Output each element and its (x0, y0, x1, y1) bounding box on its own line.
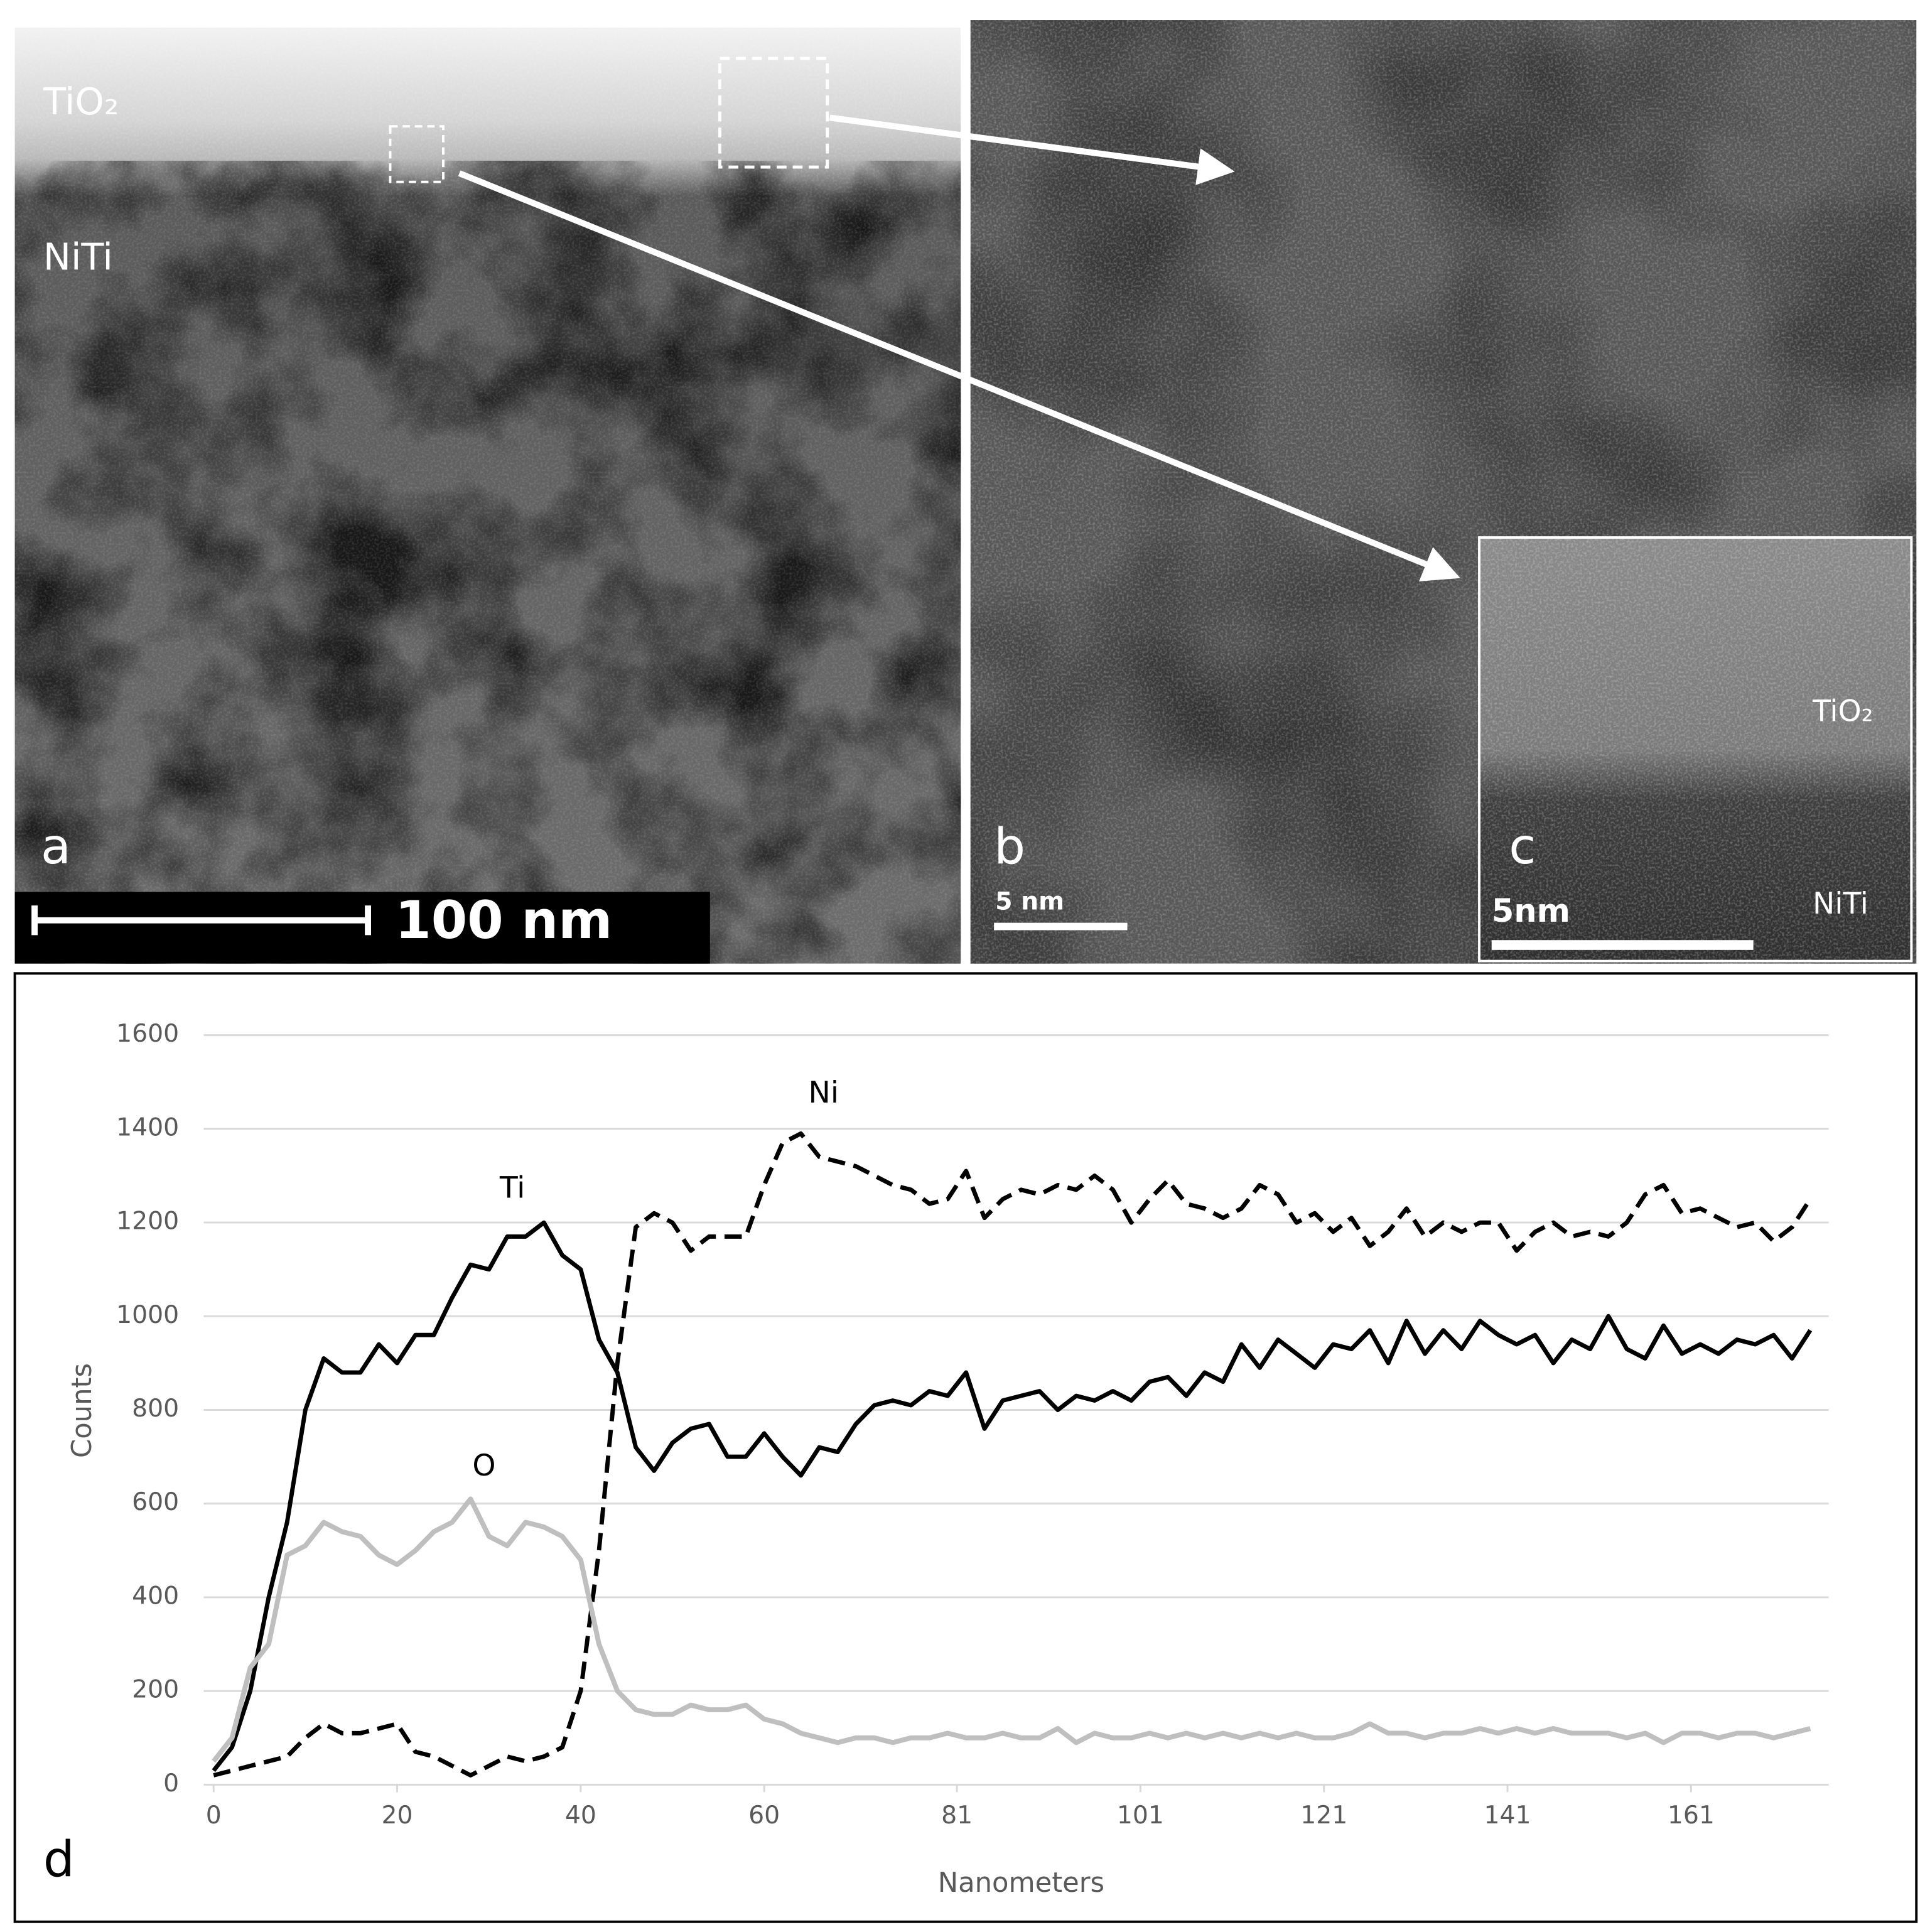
y-axis-title: Counts (67, 1363, 98, 1458)
scale-bar (31, 905, 371, 936)
x-tick-label: 121 (1300, 1801, 1347, 1830)
roi-box (718, 57, 829, 169)
x-tick-label: 161 (1668, 1801, 1715, 1830)
tem-grain (14, 27, 961, 964)
layer-label: TiO₂ (43, 80, 119, 123)
series-line (213, 1131, 1813, 1778)
series-label: Ni (809, 1076, 839, 1110)
panel-a: TiO₂ NiTi a 100 nm (14, 27, 961, 964)
scale-bar-box (14, 892, 710, 964)
panel-d: d Nanometers Counts 02004006008001000120… (13, 972, 1918, 1923)
panel-label: d (43, 1830, 75, 1888)
inset-grain (1479, 537, 1912, 961)
arrow (829, 114, 1235, 185)
y-tick-label: 1000 (116, 1300, 179, 1329)
scale-bar-label: 100 nm (395, 890, 612, 951)
y-tick-label: 1400 (116, 1113, 179, 1141)
y-tick-label: 600 (132, 1487, 179, 1516)
y-tick-label: 200 (132, 1675, 179, 1704)
x-tick-label: 60 (748, 1801, 780, 1830)
x-tick-label: 20 (382, 1801, 413, 1830)
x-tick-label: 141 (1484, 1801, 1531, 1830)
scale-bar-label: 5 nm (995, 887, 1064, 916)
panel-label: a (41, 818, 71, 875)
roi-box (389, 125, 445, 183)
series-label: O (472, 1449, 495, 1483)
y-tick-label: 1600 (116, 1019, 179, 1048)
arrow (458, 170, 1460, 581)
x-tick-label: 0 (206, 1801, 222, 1830)
x-tick-label: 101 (1117, 1801, 1164, 1830)
y-tick-label: 1200 (116, 1207, 179, 1236)
panel-label: b (994, 818, 1025, 875)
x-tick-label: 40 (565, 1801, 596, 1830)
y-tick-label: 400 (132, 1581, 179, 1610)
chart-frame (13, 972, 1918, 1923)
scale-bar-label: 5nm (1492, 893, 1570, 930)
series-label: Ti (499, 1170, 525, 1205)
layer-label: NiTi (43, 235, 113, 279)
y-tick-label: 800 (132, 1394, 179, 1423)
x-tick-label: 81 (941, 1801, 973, 1830)
panel-c: TiO₂ NiTi c 5nm (1478, 536, 1913, 963)
x-axis-title: Nanometers (938, 1867, 1104, 1899)
layer-label: TiO₂ (1812, 694, 1874, 728)
series-line (212, 1220, 1813, 1773)
layer-label: NiTi (1813, 887, 1868, 921)
panel-label: c (1509, 818, 1536, 875)
series-line (212, 1496, 1811, 1763)
y-tick-label: 0 (163, 1769, 179, 1798)
